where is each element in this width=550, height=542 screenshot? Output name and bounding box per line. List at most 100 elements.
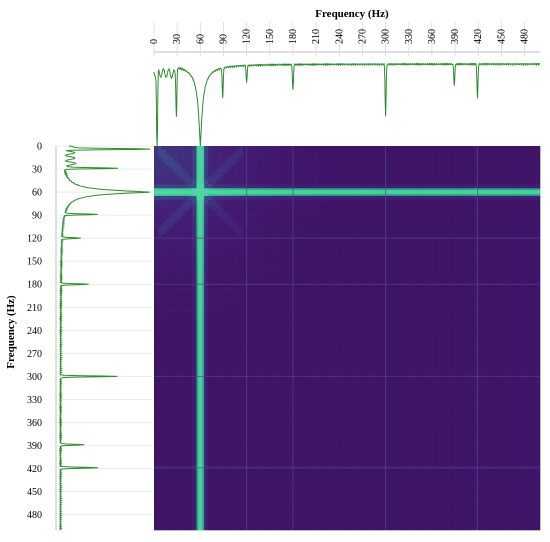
heatmap-cell xyxy=(227,146,232,151)
heatmap-cell xyxy=(412,245,417,250)
heatmap-cell xyxy=(231,242,236,247)
y-tick-label: 210 xyxy=(27,303,42,314)
heatmap-cell xyxy=(219,207,224,212)
heatmap-cell xyxy=(416,146,421,151)
heatmap-cell xyxy=(520,291,525,297)
heatmap-cell xyxy=(219,280,224,285)
heatmap-cell xyxy=(304,284,309,289)
heatmap-cell xyxy=(238,157,244,162)
heatmap-cell xyxy=(281,265,286,270)
heatmap-cell xyxy=(462,195,467,201)
heatmap-cell xyxy=(327,161,332,166)
heatmap-cell xyxy=(470,253,475,258)
heatmap-cell xyxy=(447,307,452,312)
heatmap-cell xyxy=(300,280,305,285)
heatmap-cell xyxy=(296,161,301,166)
heatmap-cell xyxy=(516,288,521,293)
heatmap-cell xyxy=(335,176,340,181)
y-tick-label: 90 xyxy=(32,211,42,222)
heatmap-cell xyxy=(536,226,541,231)
heatmap-cell xyxy=(300,165,305,170)
heatmap-cell xyxy=(501,268,506,274)
heatmap-cell xyxy=(204,153,209,158)
heatmap-cell xyxy=(304,192,309,197)
heatmap-cell xyxy=(358,203,363,208)
heatmap-cell xyxy=(331,318,336,323)
heatmap-cell xyxy=(157,211,163,216)
heatmap-cell xyxy=(254,280,259,285)
heatmap-cell xyxy=(443,192,448,197)
heatmap-cell xyxy=(319,330,325,335)
heatmap-cell xyxy=(528,199,533,204)
heatmap-cell xyxy=(339,303,344,308)
heatmap-cell xyxy=(435,165,440,170)
heatmap-cell xyxy=(177,318,182,323)
heatmap-cell xyxy=(308,318,313,323)
heatmap-cell xyxy=(482,176,487,181)
heatmap-cell xyxy=(250,257,255,262)
heatmap-cell xyxy=(347,291,352,297)
heatmap-cell xyxy=(420,303,425,308)
heatmap-cell xyxy=(161,245,166,250)
heatmap-cell xyxy=(435,157,440,162)
heatmap-cell xyxy=(254,245,259,250)
heatmap-cell xyxy=(157,307,163,312)
heatmap-cell xyxy=(277,161,282,166)
heatmap-cell xyxy=(177,295,182,300)
heatmap-cell xyxy=(424,280,429,285)
heatmap-cell xyxy=(532,303,537,308)
heatmap-cell xyxy=(169,146,174,151)
heatmap-cell xyxy=(447,222,452,227)
heatmap-cell xyxy=(254,307,259,312)
heatmap-cell xyxy=(211,295,217,300)
heatmap-cell xyxy=(512,257,518,262)
heatmap-cell xyxy=(462,318,467,323)
heatmap-cell xyxy=(238,288,244,293)
heatmap-cell xyxy=(420,222,425,227)
heatmap-cell xyxy=(532,176,537,181)
heatmap-cell xyxy=(401,203,406,208)
heatmap-cell xyxy=(304,215,309,220)
heatmap-cell xyxy=(451,238,456,243)
heatmap-cell xyxy=(408,153,413,158)
heatmap-cell xyxy=(482,161,487,166)
heatmap-cell xyxy=(327,291,332,297)
heatmap-cell xyxy=(246,165,251,170)
heatmap-cell xyxy=(501,165,506,170)
heatmap-cell xyxy=(319,303,325,308)
heatmap-cell xyxy=(362,272,367,277)
heatmap-cell xyxy=(458,176,464,181)
heatmap-cell xyxy=(265,245,271,250)
heatmap-cell xyxy=(289,169,294,174)
heatmap-cell xyxy=(154,222,159,227)
heatmap-cell xyxy=(455,265,460,270)
heatmap-cell xyxy=(512,195,518,201)
heatmap-cell xyxy=(516,226,521,231)
heatmap-cell xyxy=(343,165,348,170)
heatmap-cell xyxy=(455,172,460,178)
x-tick-label: 180 xyxy=(288,29,299,44)
heatmap-cell xyxy=(420,330,425,335)
heatmap-cell xyxy=(377,268,383,274)
heatmap-cell xyxy=(516,184,521,189)
heatmap-cell xyxy=(339,215,344,220)
heatmap-cell xyxy=(154,299,159,304)
heatmap-cell xyxy=(366,322,371,327)
heatmap-cell xyxy=(219,299,224,304)
heatmap-cell xyxy=(319,295,325,300)
heatmap-cell xyxy=(528,238,533,243)
heatmap-cell xyxy=(200,169,205,174)
heatmap-cell xyxy=(377,176,383,181)
heatmap-cell xyxy=(485,165,491,170)
heatmap-cell xyxy=(428,311,433,316)
heatmap-cell xyxy=(435,218,440,224)
heatmap-cell xyxy=(501,226,506,231)
heatmap-cell xyxy=(408,288,413,293)
heatmap-cell xyxy=(231,322,236,327)
heatmap-cell xyxy=(397,261,402,266)
heatmap-cell xyxy=(200,234,205,239)
heatmap-cell xyxy=(339,234,344,239)
heatmap-cell xyxy=(358,245,363,250)
heatmap-cell xyxy=(184,334,190,339)
heatmap-cell xyxy=(292,176,298,181)
